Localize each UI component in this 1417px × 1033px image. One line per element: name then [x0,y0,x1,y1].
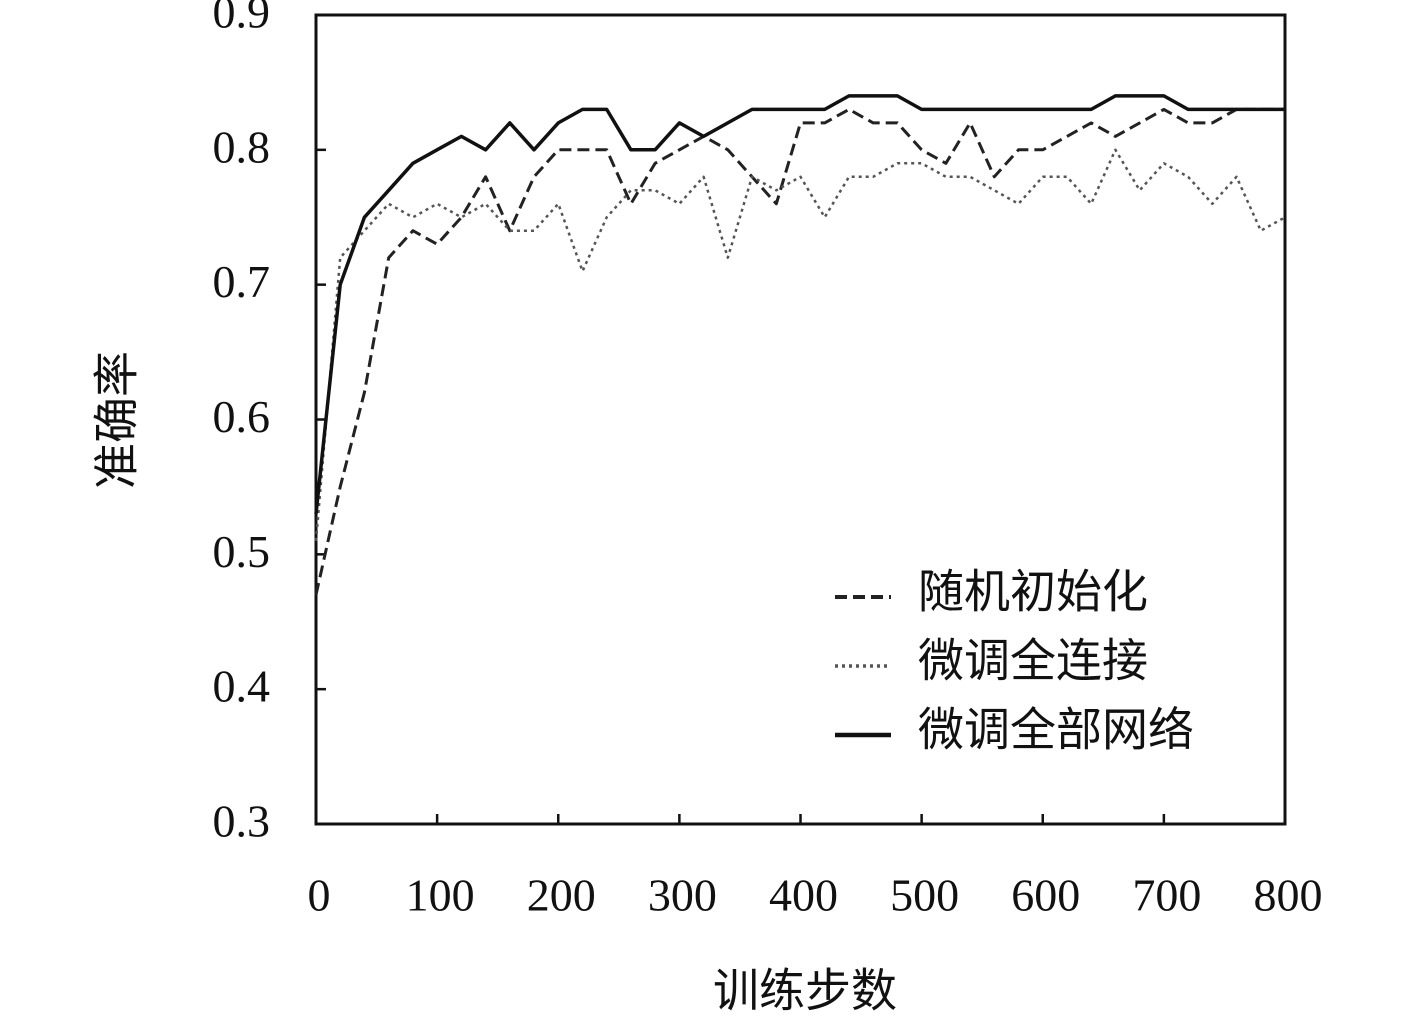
legend-label: 微调全连接 [918,636,1148,687]
x-tick-label: 700 [1132,870,1201,921]
y-tick-label: 0.7 [213,256,271,307]
y-tick-label: 0.9 [213,0,271,38]
y-tick-label: 0.6 [213,391,271,442]
x-tick-label: 100 [406,870,475,921]
y-tick-label: 0.8 [213,121,271,172]
x-tick-label: 400 [769,870,838,921]
y-axis-label: 准确率 [92,351,143,489]
x-tick-label: 300 [648,870,717,921]
series-line [314,148,1286,542]
x-tick-label: 500 [890,870,959,921]
y-tick-label: 0.3 [213,796,271,847]
legend-label: 随机初始化 [918,567,1148,618]
series-line [314,107,1285,596]
y-tick-label: 0.4 [213,661,271,712]
x-tick-label: 0 [308,870,331,921]
series-line [314,94,1285,515]
x-tick-label: 800 [1254,870,1323,921]
y-tick-label: 0.5 [213,526,271,577]
x-axis-label: 训练步数 [713,966,897,1017]
x-tick-label: 600 [1011,870,1080,921]
x-tick-label: 200 [527,870,596,921]
legend-label: 微调全部网络 [918,705,1194,756]
